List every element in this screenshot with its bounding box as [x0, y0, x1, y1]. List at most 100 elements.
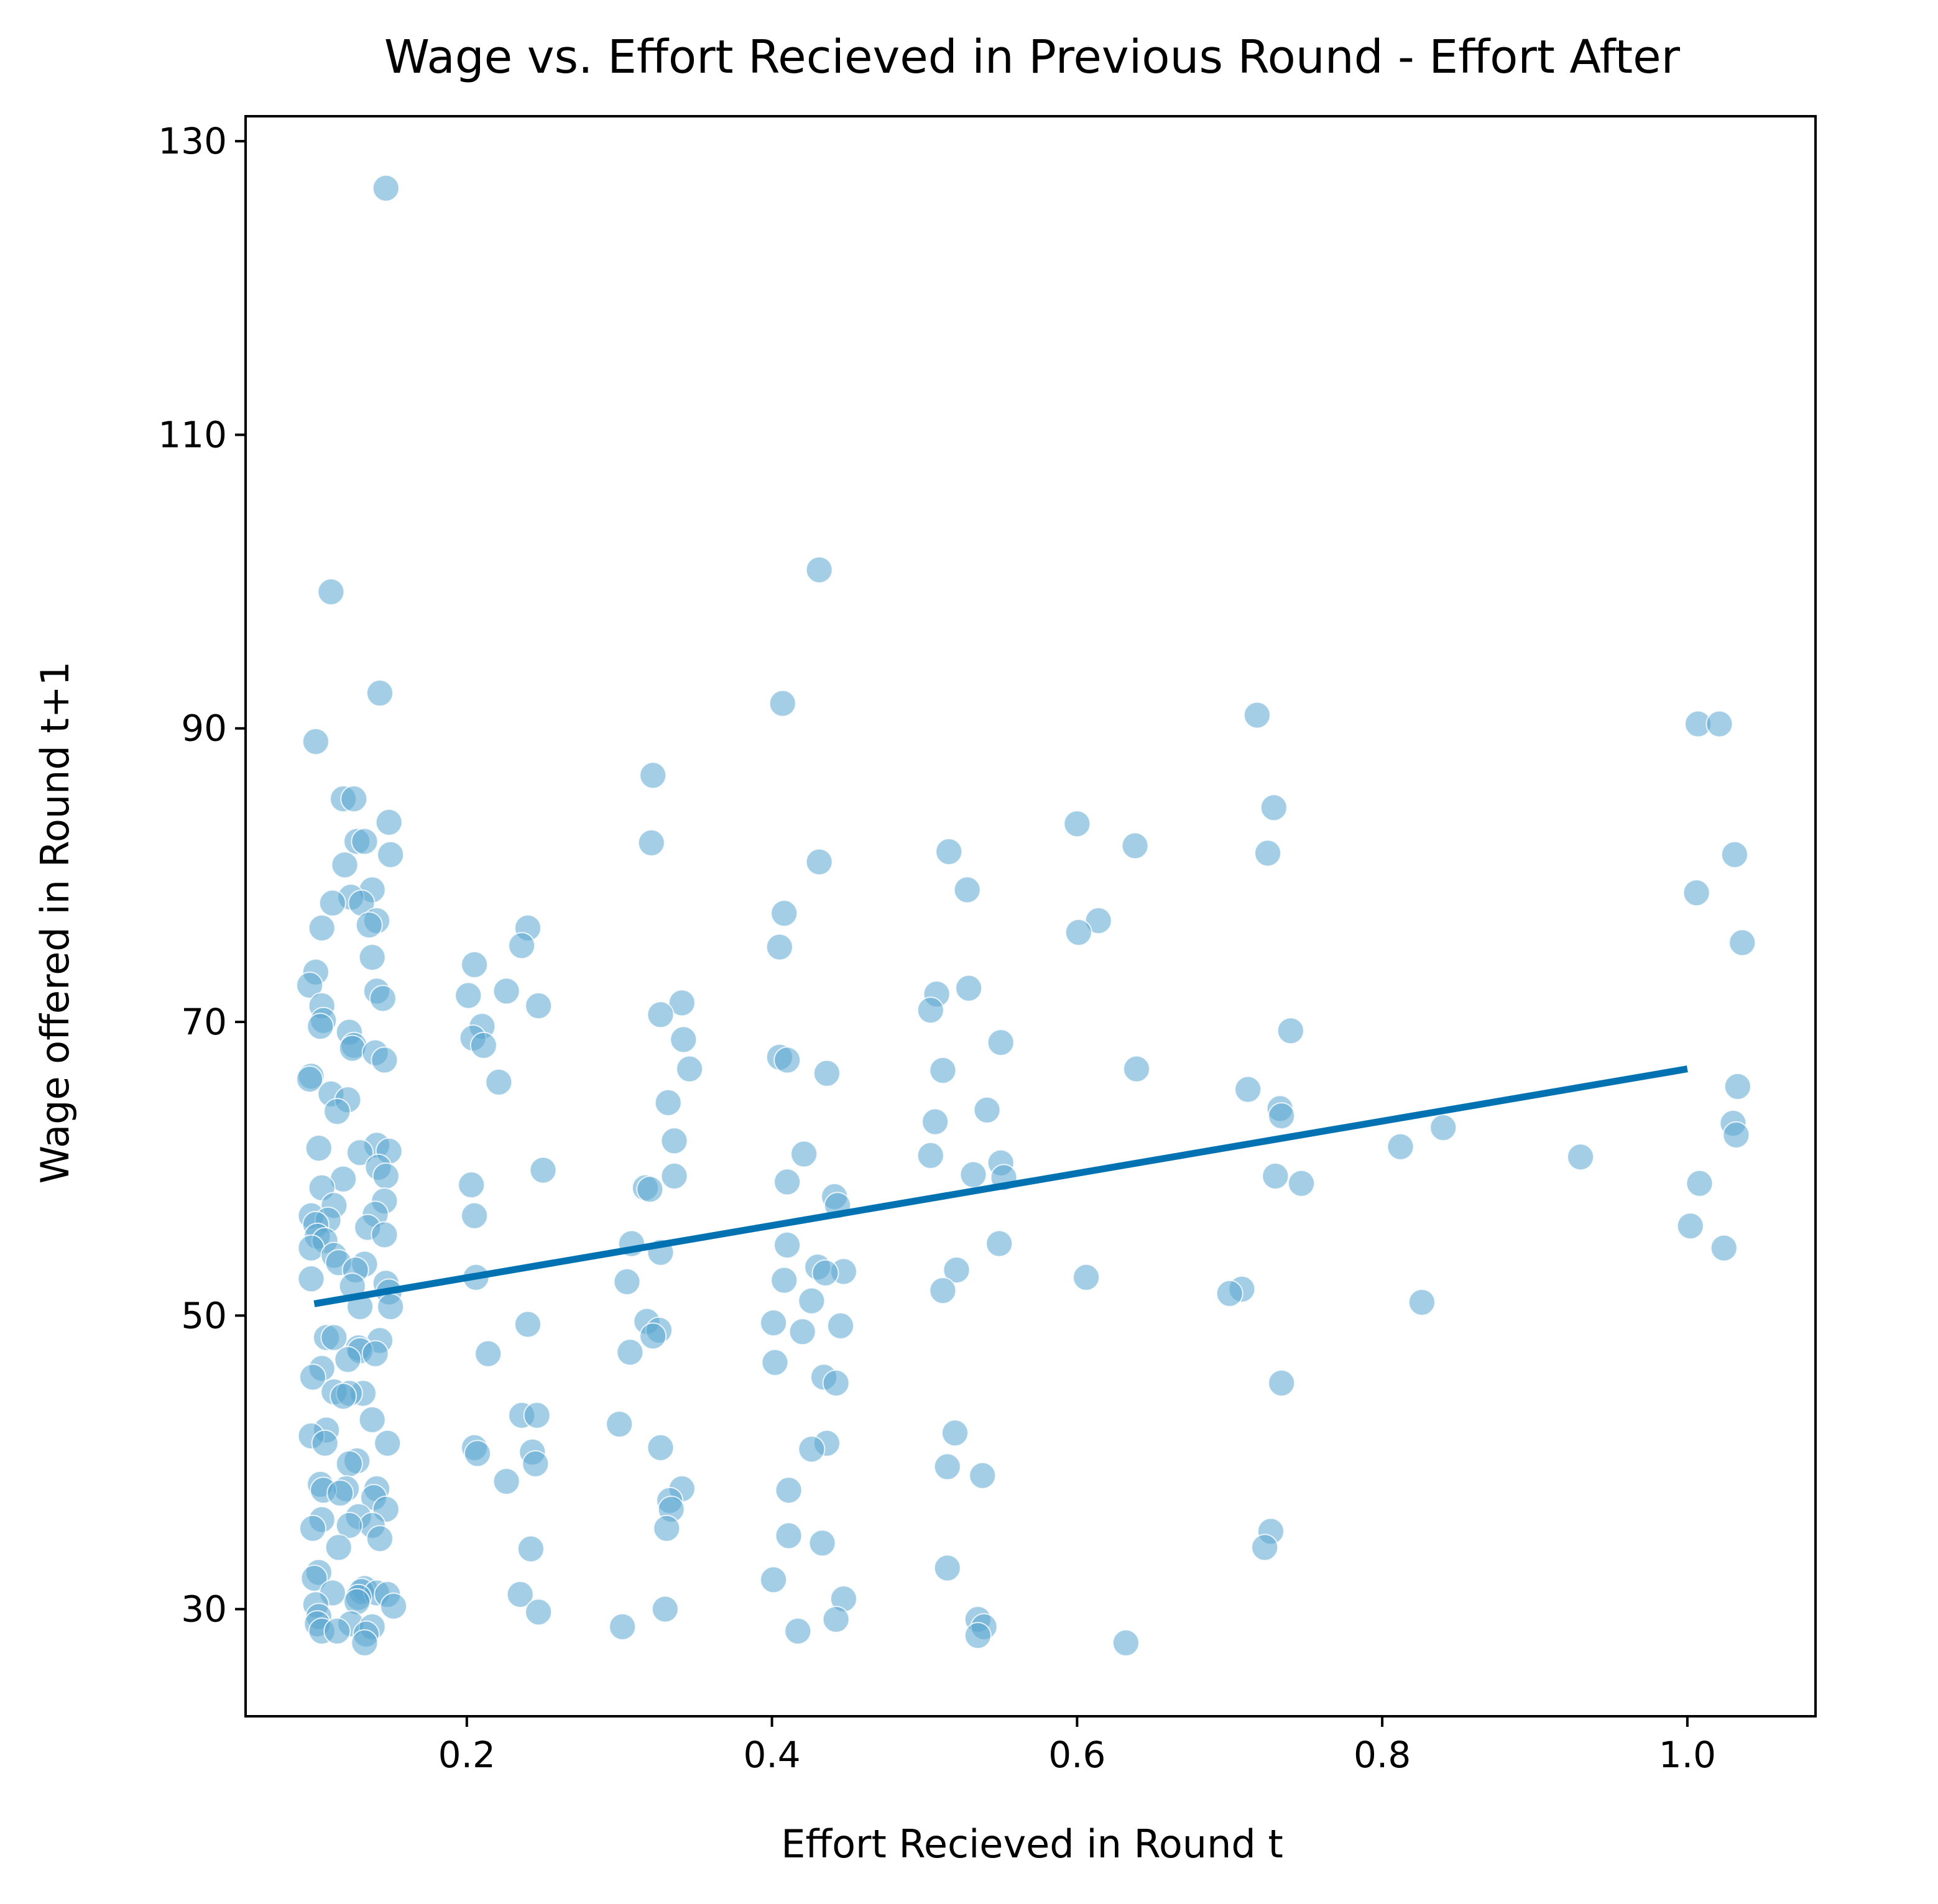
data-point: [455, 982, 482, 1009]
data-point: [1254, 839, 1282, 867]
data-point: [784, 1617, 812, 1645]
data-point: [1676, 1212, 1704, 1240]
data-point: [955, 974, 983, 1002]
y-axis-label: Wage offered in Round t+1: [32, 661, 78, 1184]
data-point: [959, 1161, 987, 1189]
data-point: [308, 914, 336, 942]
data-point: [474, 1340, 502, 1368]
regression-line: [313, 1065, 1688, 1307]
data-point: [973, 1096, 1001, 1124]
data-point: [525, 1598, 553, 1626]
data-point: [1387, 1133, 1414, 1161]
data-point: [371, 1221, 399, 1249]
data-point: [1722, 1121, 1750, 1149]
x-tick-label: 0.6: [1048, 1734, 1105, 1776]
data-point: [1073, 1263, 1101, 1291]
data-point: [325, 1534, 353, 1561]
data-point: [606, 1410, 634, 1438]
data-point: [760, 1566, 788, 1594]
data-point: [1682, 879, 1710, 907]
data-point: [485, 1068, 513, 1096]
data-point: [338, 1034, 366, 1062]
data-point: [1251, 1534, 1279, 1561]
data-point: [508, 932, 536, 960]
data-point: [1705, 710, 1733, 738]
data-point: [770, 899, 798, 927]
data-point: [366, 679, 394, 707]
data-point: [506, 1580, 534, 1608]
data-point: [964, 1622, 992, 1650]
data-point: [331, 851, 359, 879]
data-point: [822, 1369, 850, 1397]
data-point: [525, 992, 553, 1020]
data-point: [935, 838, 963, 866]
data-point: [761, 1348, 789, 1376]
data-point: [361, 1340, 389, 1368]
data-point: [668, 989, 696, 1017]
data-point: [1268, 1369, 1296, 1397]
data-point: [773, 1231, 801, 1259]
data-point: [305, 1134, 333, 1162]
data-point: [1234, 1075, 1262, 1103]
data-point: [330, 1382, 358, 1410]
data-point: [670, 1026, 698, 1054]
data-point: [1268, 1102, 1296, 1130]
data-point: [1288, 1169, 1316, 1197]
data-point: [1429, 1114, 1457, 1142]
data-point: [798, 1435, 826, 1463]
data-point: [318, 889, 346, 917]
data-point: [377, 840, 405, 868]
data-point: [775, 1522, 803, 1550]
chart-title: Wage vs. Effort Recieved in Previous Rou…: [384, 30, 1681, 84]
data-point: [1710, 1234, 1738, 1262]
data-point: [461, 950, 489, 978]
data-point: [320, 1323, 348, 1351]
data-point: [1112, 1629, 1140, 1657]
data-point: [788, 1318, 816, 1346]
data-point: [826, 1312, 854, 1340]
y-tick-label: 70: [181, 1001, 227, 1043]
data-point: [808, 1529, 836, 1557]
data-points: [296, 174, 1756, 1657]
x-tick-label: 0.4: [743, 1734, 800, 1776]
data-point: [372, 1162, 400, 1190]
y-tick-label: 30: [181, 1588, 227, 1630]
data-point: [1720, 840, 1748, 868]
data-point: [639, 761, 667, 789]
data-point: [298, 1514, 326, 1542]
data-point: [351, 1629, 379, 1657]
data-point: [297, 1265, 325, 1293]
y-tick-label: 110: [158, 413, 227, 456]
data-point: [1216, 1279, 1244, 1307]
data-point: [798, 1287, 826, 1315]
data-point: [523, 1401, 551, 1429]
data-point: [805, 848, 833, 876]
data-point: [916, 996, 944, 1024]
data-point: [1723, 1072, 1751, 1100]
x-tick-label: 0.8: [1354, 1734, 1411, 1776]
data-point: [760, 1309, 788, 1337]
data-point: [492, 1468, 520, 1496]
data-point: [1123, 1055, 1151, 1083]
data-point: [372, 174, 400, 202]
y-tick-label: 90: [181, 707, 227, 750]
data-point: [355, 911, 383, 939]
data-point: [369, 985, 397, 1013]
data-point: [1276, 1017, 1304, 1045]
data-point: [1260, 794, 1288, 822]
data-point: [660, 1162, 688, 1190]
data-point: [302, 727, 330, 755]
data-point: [307, 1013, 335, 1041]
data-point: [933, 1554, 961, 1582]
data-point: [335, 1512, 363, 1540]
data-point: [517, 1535, 545, 1563]
data-point: [811, 1259, 839, 1287]
data-point: [1063, 810, 1091, 838]
data-point: [647, 1001, 675, 1029]
data-point: [987, 1029, 1015, 1057]
data-point: [768, 689, 796, 717]
data-point: [463, 1440, 491, 1468]
x-axis-label: Effort Recieved in Round t: [781, 1821, 1283, 1867]
